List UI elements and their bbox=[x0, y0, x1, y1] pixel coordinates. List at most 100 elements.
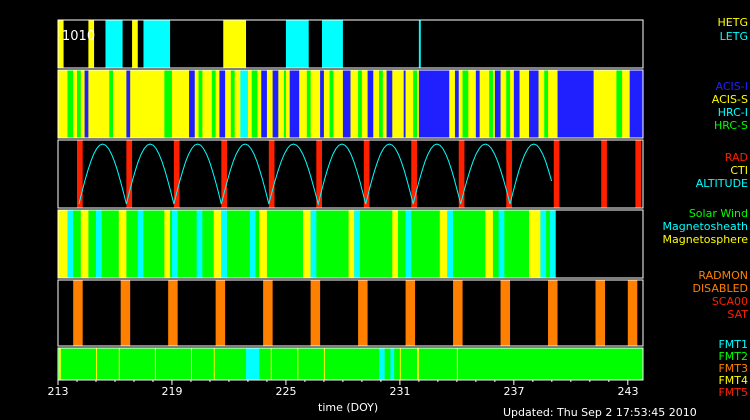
timeline-segment bbox=[548, 280, 558, 346]
timeline-segment bbox=[189, 70, 195, 138]
panel-frame bbox=[57, 69, 644, 139]
timeline-segment bbox=[485, 210, 493, 278]
x-tick-label: 225 bbox=[275, 385, 297, 398]
timeline-segment bbox=[635, 140, 642, 208]
timeline-segment bbox=[211, 70, 216, 138]
timeline-segment bbox=[453, 280, 463, 346]
timeline-segment bbox=[259, 210, 267, 278]
panel-frame bbox=[57, 139, 644, 209]
timeline-segment bbox=[109, 70, 114, 138]
timeline-segment bbox=[500, 280, 511, 346]
timeline-segment bbox=[454, 70, 459, 138]
timeline-segment bbox=[263, 280, 273, 346]
timeline-segment bbox=[213, 348, 215, 380]
timeline-segment bbox=[76, 140, 83, 208]
panel-frame bbox=[57, 19, 644, 69]
timeline-segment bbox=[392, 210, 398, 278]
x-tick-label: 237 bbox=[503, 385, 525, 398]
legend-rad: RAD bbox=[724, 151, 748, 164]
legend-letg: LETG bbox=[719, 30, 748, 43]
legend-magnetosheath: Magnetosheath bbox=[662, 220, 749, 233]
timeline-segment bbox=[219, 70, 226, 138]
timeline-segment bbox=[120, 280, 131, 346]
timeline-segment bbox=[601, 140, 607, 208]
legend-fmt4: FMT4 bbox=[718, 374, 748, 387]
x-tick-label: 213 bbox=[47, 385, 69, 398]
timeline-segment bbox=[303, 210, 311, 278]
legend-acis-i: ACIS-I bbox=[715, 80, 748, 93]
timeline-segment bbox=[358, 280, 368, 346]
timeline-segment bbox=[329, 70, 334, 138]
timeline-segment bbox=[297, 348, 299, 380]
timeline-segment bbox=[251, 70, 258, 138]
timeline-segment bbox=[154, 348, 156, 380]
timeline-segment bbox=[540, 210, 547, 278]
timeline-segment bbox=[322, 20, 343, 68]
legend-fmt2: FMT2 bbox=[718, 350, 748, 363]
legend-fmt1: FMT1 bbox=[718, 338, 748, 351]
timeline-segment bbox=[367, 70, 374, 138]
timeline-segment bbox=[240, 70, 248, 138]
timeline-segment bbox=[58, 20, 64, 68]
timeline-segment bbox=[529, 70, 539, 138]
timeline-segment bbox=[249, 210, 256, 278]
timeline-segment bbox=[196, 210, 203, 278]
timeline-segment bbox=[320, 70, 324, 138]
timeline-segment bbox=[126, 70, 131, 138]
legend-sca00: SCA00 bbox=[711, 295, 748, 308]
x-tick-label: 231 bbox=[389, 385, 411, 398]
timeline-segment bbox=[456, 348, 458, 380]
timeline-segment bbox=[403, 70, 406, 138]
updated-timestamp: Updated: Thu Sep 2 17:53:45 2010 bbox=[503, 406, 697, 419]
panel-background bbox=[58, 140, 643, 208]
timeline-segment bbox=[88, 20, 95, 68]
timeline-segment bbox=[73, 280, 83, 346]
timeline-segment bbox=[310, 280, 321, 346]
timeline-segment bbox=[84, 70, 89, 138]
legend-sat: SAT bbox=[727, 308, 748, 321]
timeline-segment bbox=[95, 210, 102, 278]
timeline-segment bbox=[230, 70, 235, 138]
timeline-segment bbox=[223, 20, 247, 68]
timeline-segment bbox=[513, 70, 520, 138]
legend-hrc-s: HRC-S bbox=[714, 119, 748, 132]
timeline-segment bbox=[506, 70, 511, 138]
timeline-segment bbox=[544, 70, 549, 138]
legend-hrc-i: HRC-I bbox=[717, 106, 748, 119]
timeline-segment bbox=[143, 20, 171, 68]
timeline-segment bbox=[363, 140, 370, 208]
timeline-segment bbox=[221, 140, 228, 208]
timeline-segment bbox=[310, 210, 317, 278]
timeline-segment bbox=[164, 210, 171, 278]
altitude-curve bbox=[78, 143, 553, 206]
timeline-segment bbox=[416, 348, 419, 380]
timeline-segment bbox=[506, 140, 512, 208]
legend-disabled: DISABLED bbox=[692, 282, 748, 295]
timeline-segment bbox=[553, 140, 560, 208]
legend-hetg: HETG bbox=[717, 16, 748, 29]
timeline-segment bbox=[399, 348, 401, 380]
timeline-segment bbox=[67, 210, 74, 278]
timeline-segment bbox=[58, 348, 61, 380]
timeline-segment bbox=[411, 140, 417, 208]
panel-frame bbox=[57, 279, 644, 347]
timeline-segment bbox=[529, 210, 541, 278]
panel-frame bbox=[57, 347, 644, 381]
timeline-segment bbox=[126, 140, 133, 208]
legend-fmt3: FMT3 bbox=[718, 362, 748, 375]
panel-background bbox=[58, 280, 643, 346]
timeline-segment bbox=[58, 210, 68, 278]
timeline-segment bbox=[173, 140, 180, 208]
timeline-segment bbox=[190, 348, 192, 380]
timeline-segment bbox=[289, 70, 300, 138]
timeline-segment bbox=[215, 280, 226, 346]
timeline-segment bbox=[405, 280, 416, 346]
timeline-segment bbox=[378, 348, 385, 380]
timeline-segment bbox=[198, 70, 203, 138]
timeline-segment bbox=[268, 140, 275, 208]
timeline-segment bbox=[358, 70, 362, 138]
timeline-segment bbox=[557, 70, 594, 138]
timeline-segment bbox=[80, 210, 89, 278]
x-tick-label: 219 bbox=[161, 385, 183, 398]
timeline-segment bbox=[246, 348, 260, 380]
